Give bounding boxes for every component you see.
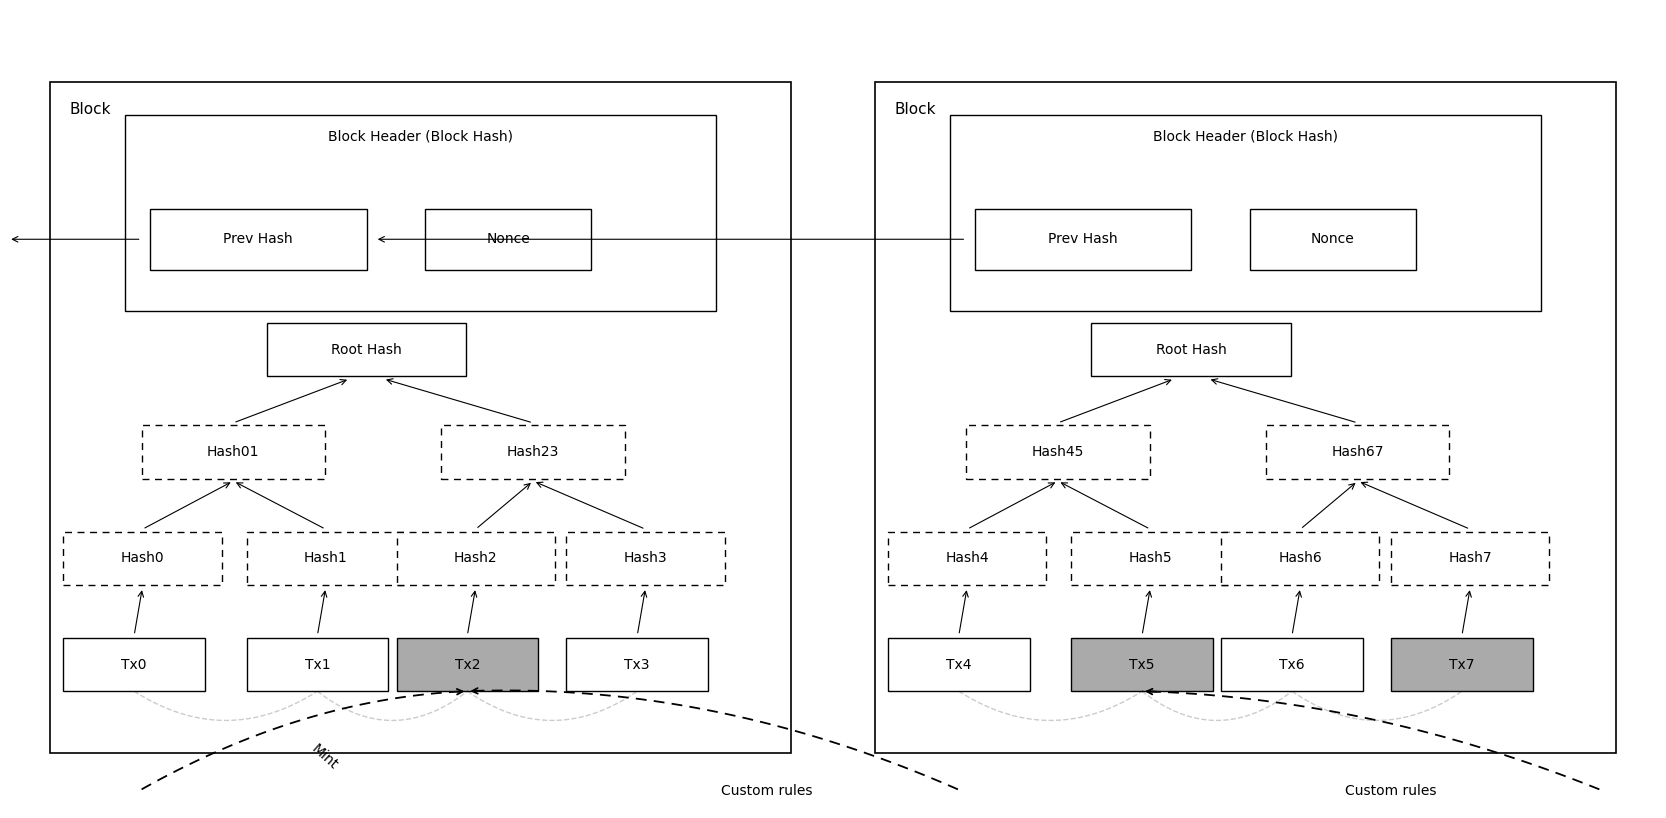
Bar [1391,638,1533,691]
Bar [1266,425,1449,479]
Text: Block: Block [895,102,936,117]
Text: Nonce: Nonce [486,232,530,246]
Text: Hash45: Hash45 [1031,445,1085,459]
Text: Hash67: Hash67 [1331,445,1384,459]
Text: Mint: Mint [308,741,342,772]
Bar [950,115,1541,311]
Bar [566,532,725,585]
Bar [975,209,1191,270]
Text: Tx6: Tx6 [1279,658,1304,672]
Text: Hash1: Hash1 [303,551,348,565]
Text: Nonce: Nonce [1311,232,1354,246]
Text: Tx0: Tx0 [122,658,147,672]
Bar [397,638,538,691]
Text: Hash5: Hash5 [1128,551,1173,565]
Bar [247,638,388,691]
Bar [63,638,205,691]
Bar [1250,209,1416,270]
Bar [63,532,222,585]
Text: Hash4: Hash4 [945,551,990,565]
Bar [1391,532,1549,585]
Text: Block Header (Block Hash): Block Header (Block Hash) [328,129,513,143]
Text: Hash6: Hash6 [1278,551,1323,565]
Text: Tx5: Tx5 [1130,658,1155,672]
Bar [142,425,325,479]
Text: Tx2: Tx2 [455,658,480,672]
Text: Custom rules: Custom rules [721,784,811,798]
Text: Prev Hash: Prev Hash [1048,232,1118,246]
Text: Tx4: Tx4 [946,658,971,672]
Bar [425,209,591,270]
Bar [566,638,708,691]
Text: Tx3: Tx3 [625,658,650,672]
Text: Hash3: Hash3 [623,551,668,565]
Bar [1071,638,1213,691]
Text: Hash2: Hash2 [453,551,498,565]
Text: Hash01: Hash01 [207,445,260,459]
Bar [1091,323,1291,376]
Bar [50,82,791,753]
Bar [150,209,367,270]
Text: Root Hash: Root Hash [1156,343,1226,357]
Text: Hash0: Hash0 [120,551,165,565]
Bar [125,115,716,311]
Text: Prev Hash: Prev Hash [223,232,293,246]
Bar [966,425,1150,479]
Bar [888,638,1030,691]
Text: Tx7: Tx7 [1449,658,1474,672]
Bar [1221,532,1379,585]
Text: Root Hash: Root Hash [332,343,402,357]
Bar [1071,532,1230,585]
Text: Block: Block [70,102,112,117]
Text: Custom rules: Custom rules [1346,784,1436,798]
Bar [875,82,1616,753]
Text: Block Header (Block Hash): Block Header (Block Hash) [1153,129,1338,143]
Text: Hash7: Hash7 [1448,551,1493,565]
Text: Hash23: Hash23 [506,445,560,459]
Bar [441,425,625,479]
Bar [888,532,1046,585]
Text: Tx1: Tx1 [305,658,330,672]
Bar [397,532,555,585]
Bar [1221,638,1363,691]
Bar [247,532,405,585]
Bar [267,323,466,376]
